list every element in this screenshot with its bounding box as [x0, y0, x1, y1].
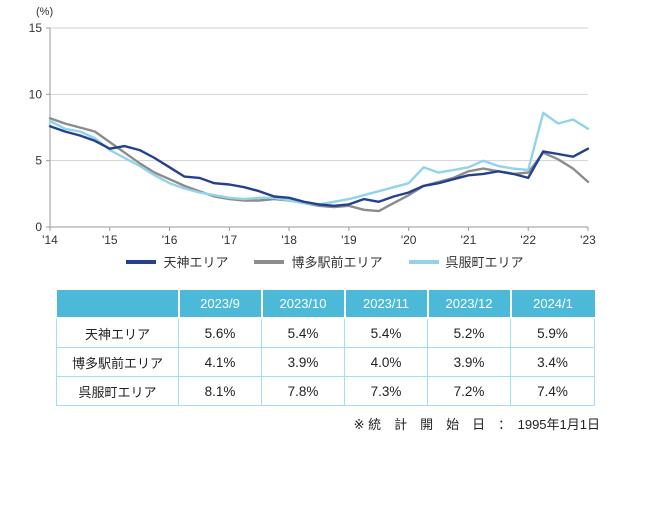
value-cell: 4.0% — [344, 347, 428, 377]
x-tick-label: '23 — [580, 233, 596, 247]
value-cell: 7.3% — [344, 376, 428, 406]
value-cell: 4.1% — [178, 347, 262, 377]
series-line-博多駅前エリア — [48, 116, 590, 213]
x-tick-label: '21 — [461, 233, 477, 247]
table-row: 呉服町エリア 8.1% 7.8% 7.3% 7.2% 7.4% — [56, 376, 595, 406]
series-line-呉服町エリア — [48, 111, 590, 206]
chart-legend: 天神エリア 博多駅前エリア 呉服町エリア — [0, 252, 650, 271]
x-tick-label: '18 — [281, 233, 297, 247]
x-tick-label: '17 — [222, 233, 238, 247]
column-header: 2023/9 — [177, 290, 263, 319]
legend-label-hakata: 博多駅前エリア — [291, 255, 383, 270]
legend-item-tenjin: 天神エリア — [126, 252, 228, 271]
value-cell: 7.4% — [510, 376, 595, 406]
legend-item-gofukumachi: 呉服町エリア — [408, 252, 524, 271]
y-tick-label: 10 — [29, 87, 43, 101]
value-cell: 3.9% — [427, 347, 511, 377]
tenjin-line-swatch — [126, 259, 157, 264]
value-cell: 5.9% — [510, 317, 595, 348]
x-tick-label: '14 — [42, 233, 58, 247]
table-header-row: 2023/9 2023/10 2023/11 2023/12 2024/1 — [56, 290, 595, 319]
line-chart-svg: 0 5 10 15 '14 '15 '16 '17 '18 '19 '20 '21 '22 '23 — [29, 21, 597, 247]
legend-item-hakata: 博多駅前エリア — [254, 252, 383, 271]
row-label: 博多駅前エリア — [56, 347, 179, 377]
x-tick-label: '15 — [102, 233, 118, 247]
x-tick-label: '20 — [401, 233, 417, 247]
gofukumachi-line-swatch — [408, 259, 439, 264]
value-cell: 3.4% — [510, 347, 595, 377]
statistics-start-date-note: ※ 統 計 開 始 日 ： 1995年1月1日 — [353, 417, 600, 432]
value-cell: 7.2% — [427, 376, 511, 406]
value-cell: 5.4% — [261, 317, 345, 348]
value-cell: 5.6% — [178, 317, 262, 348]
legend-label-gofukumachi: 呉服町エリア — [445, 255, 524, 270]
vacancy-rate-table: 2023/9 2023/10 2023/11 2023/12 2024/1 天神… — [56, 290, 595, 406]
column-header: 2023/10 — [260, 290, 346, 319]
row-label: 天神エリア — [56, 317, 179, 348]
column-header: 2023/11 — [343, 290, 429, 319]
vacancy-table-wrap: 2023/9 2023/10 2023/11 2023/12 2024/1 天神… — [56, 290, 595, 406]
y-tick-label: 15 — [29, 21, 43, 35]
table-corner-cell — [56, 290, 180, 319]
table-row: 博多駅前エリア 4.1% 3.9% 4.0% 3.9% 3.4% — [56, 347, 595, 377]
vacancy-rate-chart: (%) 0 5 10 15 '14 '15 '16 '17 '18 '19 '20 '21 '22 '23 — [0, 0, 650, 250]
y-axis-unit-label: (%) — [36, 6, 54, 18]
row-label: 呉服町エリア — [56, 376, 179, 406]
value-cell: 5.2% — [427, 317, 511, 348]
column-header: 2023/12 — [426, 290, 512, 319]
value-cell: 7.8% — [261, 376, 345, 406]
legend-label-tenjin: 天神エリア — [163, 255, 229, 270]
column-header: 2024/1 — [509, 290, 595, 319]
x-tick-label: '16 — [162, 233, 178, 247]
hakata-line-swatch — [254, 259, 285, 264]
x-tick-label: '22 — [520, 233, 536, 247]
y-tick-label: 5 — [35, 154, 42, 168]
value-cell: 5.4% — [344, 317, 428, 348]
value-cell: 3.9% — [261, 347, 345, 377]
value-cell: 8.1% — [178, 376, 262, 406]
y-tick-label: 0 — [35, 220, 42, 234]
x-tick-label: '19 — [341, 233, 357, 247]
series-line-天神エリア — [48, 124, 590, 208]
table-row: 天神エリア 5.6% 5.4% 5.4% 5.2% 5.9% — [56, 317, 595, 348]
